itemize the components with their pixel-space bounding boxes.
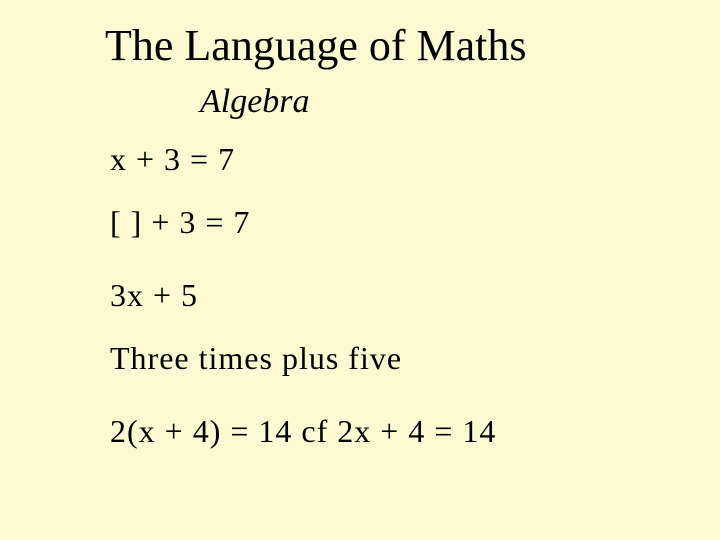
slide-title: The Language of Maths [105, 20, 610, 71]
equation-line-2: [ ] + 3 = 7 [110, 204, 610, 241]
slide-subtitle: Algebra [200, 83, 610, 121]
equation-line-5: 2(x + 4) = 14 cf 2x + 4 = 14 [110, 413, 610, 450]
equation-line-3: 3x + 5 [110, 277, 610, 314]
slide-container: The Language of Maths Algebra x + 3 = 7 … [0, 0, 720, 496]
equation-line-1: x + 3 = 7 [110, 141, 610, 178]
text-line-4: Three times plus five [110, 340, 610, 377]
